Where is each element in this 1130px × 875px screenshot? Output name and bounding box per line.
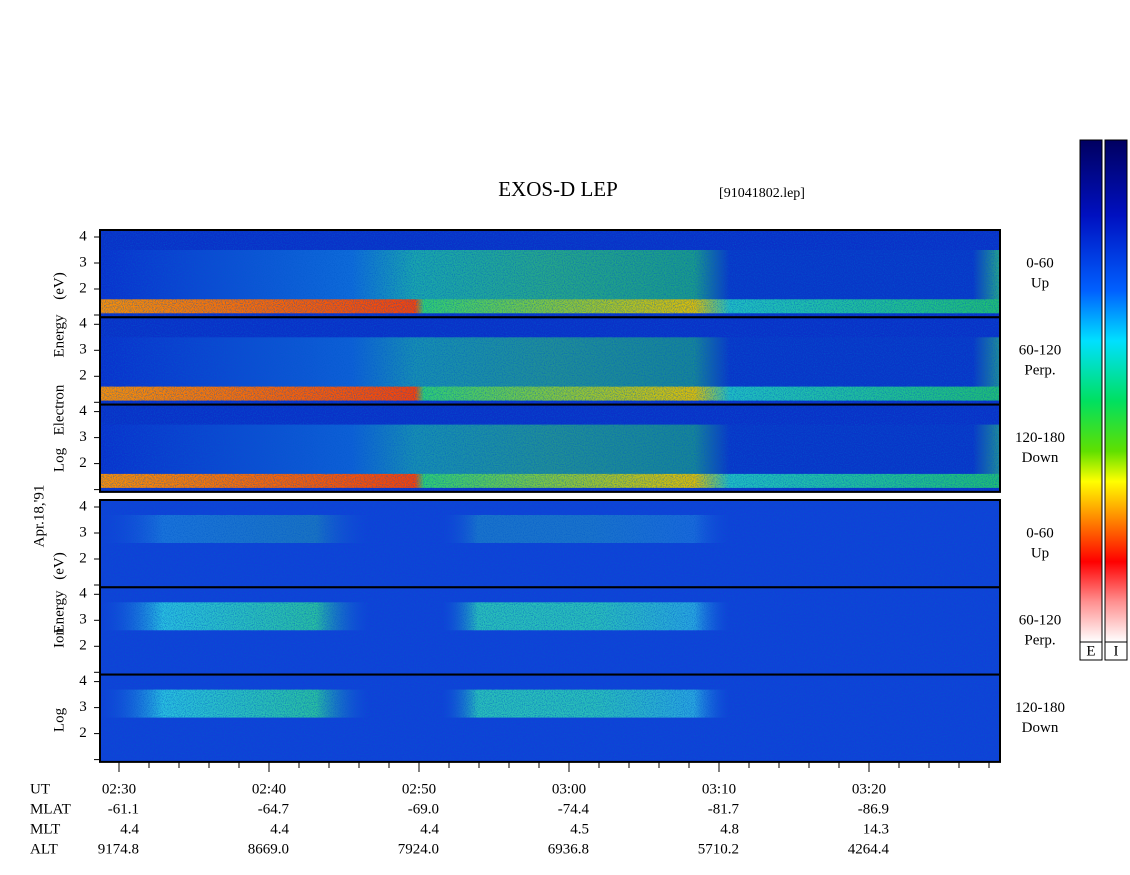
direction-label: Down bbox=[1022, 720, 1059, 736]
y-tick-label: 3 bbox=[79, 699, 87, 715]
colorbar-label-box bbox=[1104, 641, 1128, 661]
direction-label: Up bbox=[1031, 545, 1049, 561]
y-tick-label: 3 bbox=[79, 524, 87, 540]
y-tick-label: 2 bbox=[79, 280, 87, 296]
orbit-value: 4.8 bbox=[720, 821, 739, 837]
date-label: Apr.18,'91 bbox=[31, 485, 47, 548]
spectrogram-noise bbox=[100, 587, 1000, 675]
orbit-value: 4.4 bbox=[420, 821, 439, 837]
channel-label: 120-180 bbox=[1015, 430, 1065, 446]
y-tick-label: 4 bbox=[79, 403, 87, 419]
spectrogram-noise bbox=[100, 674, 1000, 762]
row-name: MLAT bbox=[30, 801, 71, 817]
y-tick-label: 3 bbox=[79, 429, 87, 445]
y-axis-label: (eV) bbox=[51, 552, 67, 579]
x-tick-label: 03:10 bbox=[702, 781, 736, 797]
orbit-value: -86.9 bbox=[858, 801, 889, 817]
row-name: ALT bbox=[30, 841, 58, 857]
colorbar-label: E bbox=[1086, 643, 1095, 659]
orbit-value: -64.7 bbox=[258, 801, 290, 817]
y-tick-label: 4 bbox=[79, 673, 87, 689]
y-axis-label: Log bbox=[51, 707, 67, 732]
orbit-value: 14.3 bbox=[863, 821, 889, 837]
y-tick-label: 4 bbox=[79, 498, 87, 514]
title: EXOS-D LEP bbox=[498, 177, 618, 201]
y-tick-label: 3 bbox=[79, 254, 87, 270]
x-tick-label: 02:30 bbox=[102, 781, 136, 797]
orbit-value: 4264.4 bbox=[848, 841, 890, 857]
orbit-value: -81.7 bbox=[708, 801, 740, 817]
orbit-value: -69.0 bbox=[408, 801, 439, 817]
y-tick-label: 4 bbox=[79, 586, 87, 602]
orbit-value: 9174.8 bbox=[98, 841, 139, 857]
y-tick-label: 3 bbox=[79, 612, 87, 628]
y-tick-label: 2 bbox=[79, 638, 87, 654]
panel-frame bbox=[99, 673, 1001, 763]
y-tick-label: 4 bbox=[79, 228, 87, 244]
orbit-value: 8669.0 bbox=[248, 841, 289, 857]
direction-label: Perp. bbox=[1024, 633, 1055, 649]
orbit-value: -61.1 bbox=[108, 801, 139, 817]
channel-label: 60-120 bbox=[1019, 343, 1062, 359]
colorbar bbox=[1079, 139, 1103, 643]
y-axis-label: Log bbox=[51, 447, 67, 472]
direction-label: Up bbox=[1031, 275, 1049, 291]
y-axis-label: Electron bbox=[51, 384, 67, 435]
y-tick-label: 2 bbox=[79, 455, 87, 471]
file-name: [91041802.lep] bbox=[719, 186, 805, 201]
orbit-value: 4.5 bbox=[570, 821, 589, 837]
orbit-value: 4.4 bbox=[270, 821, 289, 837]
row-name: MLT bbox=[30, 821, 60, 837]
colorbar bbox=[1104, 139, 1128, 643]
y-tick-label: 2 bbox=[79, 368, 87, 384]
spectrogram-noise bbox=[100, 317, 1000, 405]
panels: 4 3 2 0-60 Up 4 3 2 60-120 Perp. 4 3 2 120-180 Down 4 3 2… bbox=[51, 228, 1065, 763]
y-axis-label: Energy bbox=[51, 314, 67, 358]
y-axis-label: (eV) bbox=[51, 272, 67, 299]
y-tick-label: 4 bbox=[79, 316, 87, 332]
y-tick-label: 2 bbox=[79, 725, 87, 741]
x-tick-label: 02:50 bbox=[402, 781, 436, 797]
y-axis-label: Energy bbox=[51, 590, 67, 634]
x-tick-label: 03:00 bbox=[552, 781, 586, 797]
channel-label: 60-120 bbox=[1019, 613, 1062, 629]
y-axis-label: Ion bbox=[51, 628, 67, 648]
panel-frame bbox=[99, 403, 1001, 493]
row-name: UT bbox=[30, 781, 50, 797]
colorbar-label: I bbox=[1114, 643, 1119, 659]
orbit-value: 7924.0 bbox=[398, 841, 439, 857]
direction-label: Perp. bbox=[1024, 363, 1055, 379]
orbit-value: 6936.8 bbox=[548, 841, 589, 857]
spectrogram-noise bbox=[100, 500, 1000, 588]
spectrogram-noise bbox=[100, 230, 1000, 318]
channel-label: 120-180 bbox=[1015, 700, 1065, 716]
y-tick-label: 3 bbox=[79, 342, 87, 358]
spectrogram-noise bbox=[100, 404, 1000, 492]
x-tick-label: 02:40 bbox=[252, 781, 286, 797]
orbit-value: 4.4 bbox=[120, 821, 139, 837]
colorbar-label-box bbox=[1079, 641, 1103, 661]
y-tick-label: 2 bbox=[79, 550, 87, 566]
orbit-value: 5710.2 bbox=[698, 841, 739, 857]
channel-label: 0-60 bbox=[1026, 525, 1054, 541]
direction-label: Down bbox=[1022, 450, 1059, 466]
time-axis: UT 02:30 02:40 02:50 03:00 03:10 03:20 MLAT -61.… bbox=[30, 762, 990, 857]
channel-label: 0-60 bbox=[1026, 255, 1054, 271]
orbit-value: -74.4 bbox=[558, 801, 590, 817]
x-tick-label: 03:20 bbox=[852, 781, 886, 797]
